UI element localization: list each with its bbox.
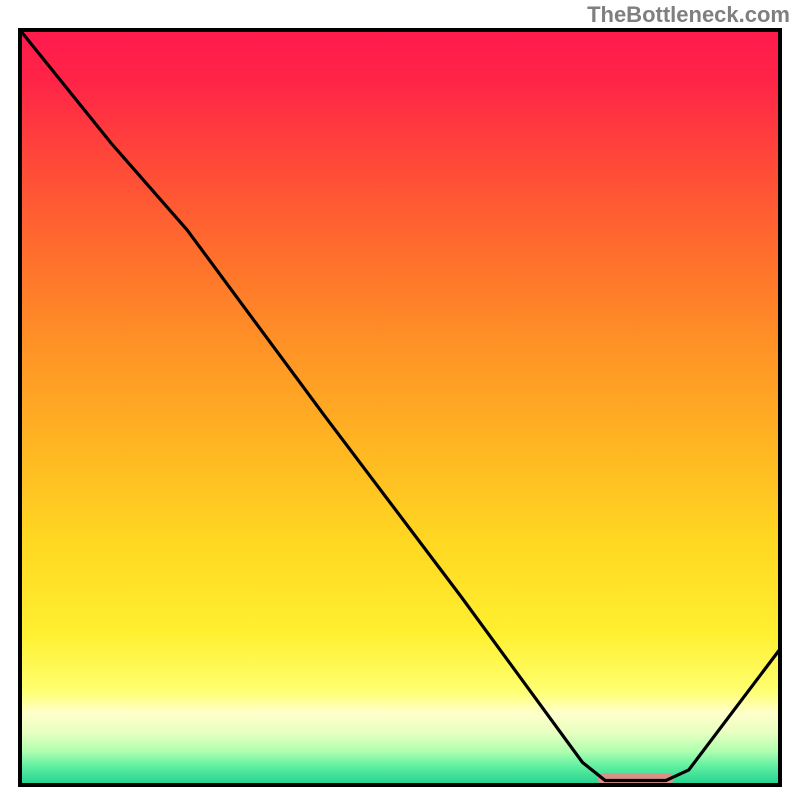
chart-canvas: TheBottleneck.com: [0, 0, 800, 800]
bottleneck-chart: [0, 0, 800, 800]
gradient-background: [20, 30, 780, 785]
attribution-text: TheBottleneck.com: [587, 2, 790, 28]
